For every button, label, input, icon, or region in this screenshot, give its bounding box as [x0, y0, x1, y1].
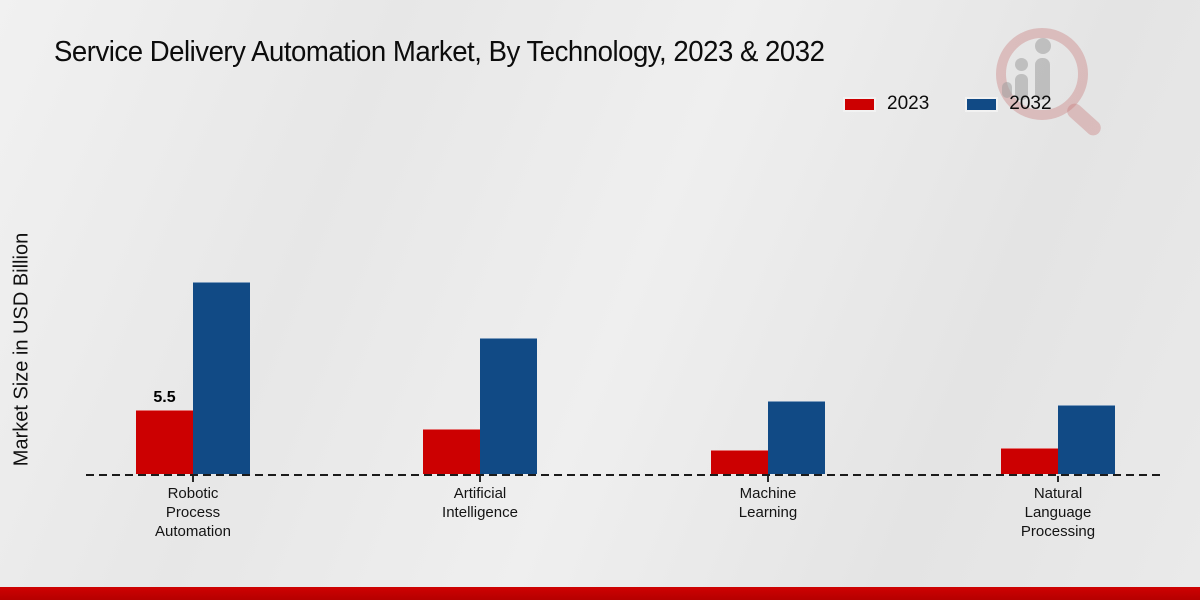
- bar-2032-robotic-process-automation: [193, 282, 250, 474]
- category-label-natural-language-processing: Natural Language Processing: [968, 484, 1148, 541]
- legend-label-2023: 2023: [887, 93, 930, 114]
- legend-label-2032: 2032: [1009, 93, 1052, 114]
- category-label-line: Processing: [1020, 523, 1096, 540]
- bar-group-robotic-process-automation: 5.5: [136, 274, 250, 474]
- category-label-robotic-process-automation: Robotic Process Automation: [103, 484, 283, 541]
- value-label-2023-robotic-process-automation: 5.5: [153, 389, 176, 406]
- category-label-line: Robotic: [167, 485, 219, 502]
- market-research-logo-watermark-icon: [988, 26, 1108, 141]
- bar-group-artificial-intelligence: [423, 274, 537, 474]
- logo-person-body-icon: [1035, 58, 1050, 100]
- logo-person-head-icon: [1015, 58, 1028, 71]
- category-label-line: Natural: [1033, 485, 1083, 502]
- bar-2023-artificial-intelligence: [423, 429, 480, 474]
- logo-person-body-icon: [1015, 74, 1028, 100]
- magnifier-ring-icon: [996, 28, 1088, 120]
- x-axis-tick-machine-learning: [767, 476, 769, 482]
- y-axis-label: Market Size in USD Billion: [10, 232, 33, 467]
- bar-2023-robotic-process-automation: [136, 410, 193, 474]
- bar-2032-natural-language-processing: [1058, 405, 1115, 474]
- category-label-line: Automation: [155, 523, 231, 540]
- page-title: Service Delivery Automation Market, By T…: [54, 36, 825, 68]
- x-axis-tick-robotic-process-automation: [192, 476, 194, 482]
- category-label-machine-learning: Machine Learning: [678, 484, 858, 522]
- legend-item-2032: 2032: [965, 93, 1052, 115]
- bar-group-natural-language-processing: [1001, 274, 1115, 474]
- category-label-line: Intelligence: [442, 504, 518, 521]
- bar-group-machine-learning: [711, 274, 825, 474]
- logo-person-head-icon: [1035, 38, 1051, 54]
- legend-swatch-2032-icon: [965, 96, 999, 112]
- x-axis-baseline: [86, 474, 1163, 476]
- x-axis-tick-artificial-intelligence: [479, 476, 481, 482]
- bar-2023-machine-learning: [711, 450, 768, 474]
- category-label-line: Artificial: [453, 485, 507, 502]
- category-label-line: Learning: [738, 504, 798, 521]
- category-label-line: Machine: [739, 485, 797, 502]
- x-axis-tick-natural-language-processing: [1057, 476, 1059, 482]
- legend-swatch-2023-icon: [843, 96, 876, 112]
- category-label-line: Language: [1024, 504, 1092, 521]
- bar-2023-natural-language-processing: [1001, 448, 1058, 474]
- category-label-artificial-intelligence: Artificial Intelligence: [390, 484, 570, 522]
- logo-bar-small-icon: [1002, 82, 1012, 98]
- bar-2032-machine-learning: [768, 401, 825, 474]
- category-label-line: Process: [165, 504, 221, 521]
- bar-2032-artificial-intelligence: [480, 338, 537, 474]
- legend-item-2023: 2023: [843, 93, 929, 115]
- legend: 2023 2032: [843, 93, 1052, 115]
- footer-accent-stripe: [0, 587, 1200, 600]
